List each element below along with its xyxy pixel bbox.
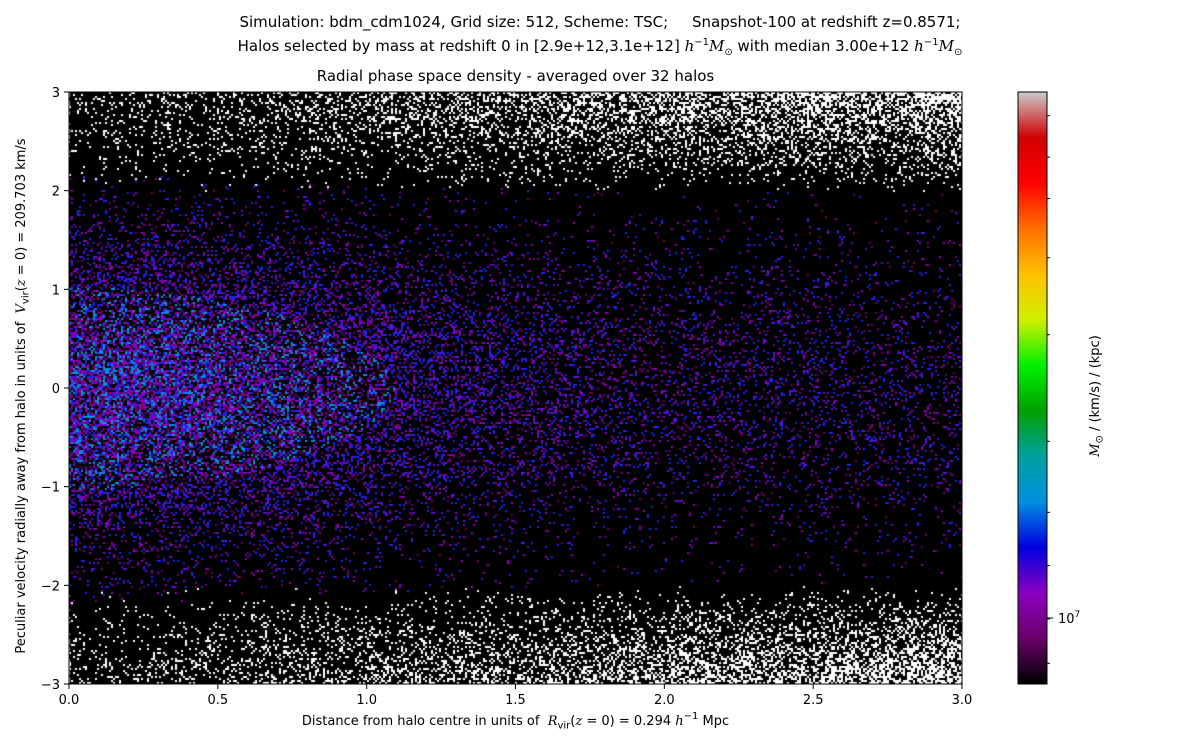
colorbar-label: M⊙ / (km/s) / (kpc) — [1088, 246, 1106, 546]
y-tick-label: 0 — [52, 382, 60, 397]
y-label-V: V — [14, 304, 29, 314]
mass-unit-sun: ⊙ — [724, 47, 733, 58]
figure-suptitle-line-2: Halos selected by mass at redshift 0 in … — [0, 34, 1200, 58]
x-tick-label: 1.0 — [356, 693, 377, 708]
y-tick-label: −1 — [41, 481, 60, 496]
mass-unit-exp-2: −1 — [923, 37, 939, 48]
colorbar-tick-exp: 7 — [1075, 610, 1081, 620]
suptitle-line-2-mid: with median 3.00e+12 — [732, 37, 915, 55]
mass-unit-M-2: M — [938, 37, 954, 55]
x-tick-label: 2.5 — [803, 693, 824, 708]
x-label-z: z — [575, 714, 583, 729]
x-tick-label: 3.0 — [952, 693, 973, 708]
y-tick-label: −3 — [41, 678, 60, 693]
suptitle-line-2-prefix: Halos selected by mass at redshift 0 in … — [237, 37, 685, 55]
colorbar-tick-base: 10 — [1058, 612, 1075, 627]
colorbar-tick-label: 107 — [1058, 610, 1080, 627]
x-label-paren: ( — [570, 714, 576, 729]
axes-title: Radial phase space density - averaged ov… — [316, 67, 715, 85]
mass-unit-h-2: h — [914, 37, 924, 55]
colorbar-label-rest: / (km/s) / (kpc) — [1088, 335, 1103, 436]
mass-unit-h: h — [684, 37, 695, 55]
x-axis-ticks: 0.0 0.5 1.0 1.5 2.0 2.5 3.0 — [59, 684, 973, 708]
y-label-z: z — [14, 279, 29, 287]
y-label-eq: = 0) = 209.703 km/s — [14, 138, 29, 280]
y-label-paren: ( — [14, 286, 29, 292]
y-label-sub: vir — [20, 291, 32, 305]
colorbar-label-sun: ⊙ — [1094, 435, 1106, 444]
x-label-R: R — [547, 714, 558, 729]
x-tick-label: 2.0 — [654, 693, 675, 708]
figure-suptitle-line-1: Simulation: bdm_cdm1024, Grid size: 512,… — [239, 13, 961, 31]
y-axis-label: Peculiar velocity radially away from hal… — [14, 96, 32, 696]
x-tick-label: 1.5 — [505, 693, 526, 708]
colorbar-label-M: M — [1088, 443, 1103, 457]
heatmap-image — [69, 92, 962, 684]
x-tick-label: 0.5 — [207, 693, 228, 708]
x-label-unit: Mpc — [698, 714, 730, 729]
colorbar-ticks — [1047, 115, 1053, 664]
x-label-exp: −1 — [683, 711, 699, 722]
y-tick-label: 1 — [52, 283, 60, 298]
y-axis-ticks: −3 −2 −1 0 1 2 3 — [41, 86, 69, 693]
x-label-eq: = 0) = 0.294 — [582, 714, 676, 729]
y-label-prefix: Peculiar velocity radially away from hal… — [14, 313, 29, 654]
mass-unit-exp: −1 — [694, 37, 709, 48]
x-axis-label: Distance from halo centre in units of Rv… — [69, 711, 962, 732]
x-label-sub: vir — [557, 720, 571, 732]
y-tick-label: 2 — [52, 185, 60, 200]
colorbar — [1017, 91, 1048, 685]
x-tick-label: 0.0 — [59, 693, 80, 708]
x-label-h: h — [675, 714, 684, 729]
y-tick-label: 3 — [52, 86, 60, 101]
mass-unit-M: M — [709, 37, 725, 55]
x-label-prefix: Distance from halo centre in units of — [301, 714, 548, 729]
mass-unit-sun-2: ⊙ — [953, 47, 963, 58]
heatmap-layer — [69, 92, 962, 684]
y-tick-label: −2 — [41, 579, 60, 594]
